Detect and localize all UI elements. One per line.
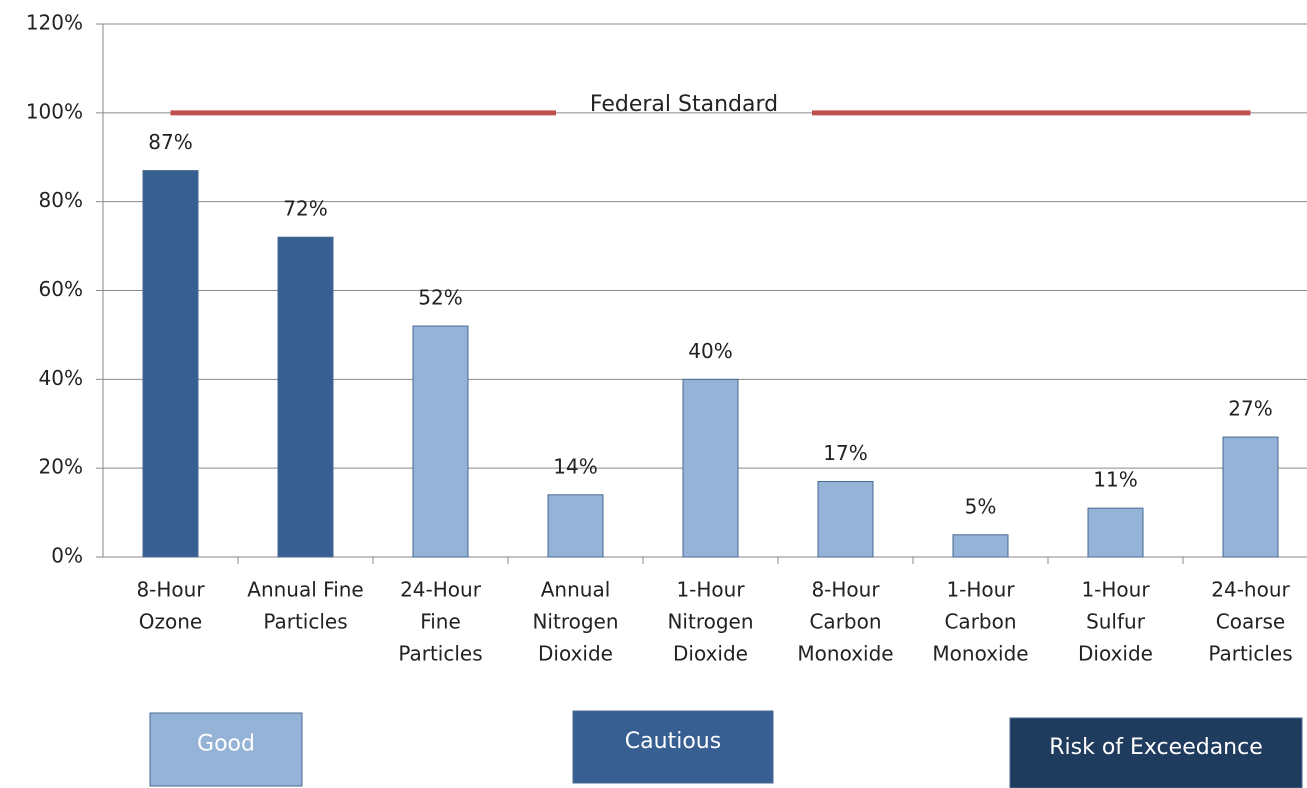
legend-swatch [149,712,303,787]
x-tick-label: Monoxide [932,642,1028,666]
x-tick-label: 1-Hour [1081,578,1150,602]
bar [277,236,334,558]
bar [142,170,199,558]
x-tick-label: 24-Hour [400,578,482,602]
x-tick-label: 24-hour [1211,578,1290,602]
bar [547,494,604,558]
x-tick-label: Coarse [1216,610,1285,634]
y-tick-label: 100% [26,99,83,123]
x-tick-label: Monoxide [797,642,893,666]
y-tick-label: 60% [39,277,83,301]
data-label: 27% [1228,397,1272,421]
x-tick-label: Ozone [139,610,202,634]
x-tick-label: Particles [1208,642,1292,666]
y-tick-label: 20% [39,455,83,479]
x-tick-label: Fine [420,610,461,634]
data-label: 72% [283,197,327,221]
x-tick-label: 8-Hour [811,578,880,602]
y-tick-label: 80% [39,188,83,212]
data-label: 87% [148,130,192,154]
y-tick-label: 120% [26,11,83,35]
data-label: 40% [688,339,732,363]
x-tick-label: Dioxide [673,642,748,666]
x-tick-label: Particles [263,610,347,634]
x-tick-label: Annual [541,578,611,602]
x-tick-label: Sulfur [1086,610,1146,634]
reference-label: Federal Standard [590,92,778,117]
x-tick-label: Nitrogen [667,610,753,634]
x-tick-label: Dioxide [538,642,613,666]
x-tick-label: Particles [398,642,482,666]
y-tick-label: 40% [39,366,83,390]
y-tick-label: 0% [51,544,83,568]
legend-swatch [572,710,774,784]
data-label: 52% [418,286,462,310]
bar [1087,507,1144,558]
legend-label: Cautious [625,729,721,754]
x-tick-label: 1-Hour [946,578,1015,602]
data-label: 17% [823,441,867,465]
bar [817,480,874,558]
legend-label: Good [197,732,255,757]
x-tick-label: Carbon [944,610,1016,634]
bar [682,378,739,558]
bar [1222,436,1279,558]
x-tick-label: Dioxide [1078,642,1153,666]
legend-label: Risk of Exceedance [1049,735,1263,760]
x-tick-label: Annual Fine [247,578,363,602]
x-tick-label: Nitrogen [532,610,618,634]
bar [412,325,469,558]
data-label: 11% [1093,468,1137,492]
data-label: 5% [965,494,997,518]
x-tick-label: 8-Hour [136,578,205,602]
legend-swatch [1009,717,1303,788]
x-tick-label: Carbon [809,610,881,634]
bar [952,534,1009,558]
data-label: 14% [553,454,597,478]
x-tick-label: 1-Hour [676,578,745,602]
